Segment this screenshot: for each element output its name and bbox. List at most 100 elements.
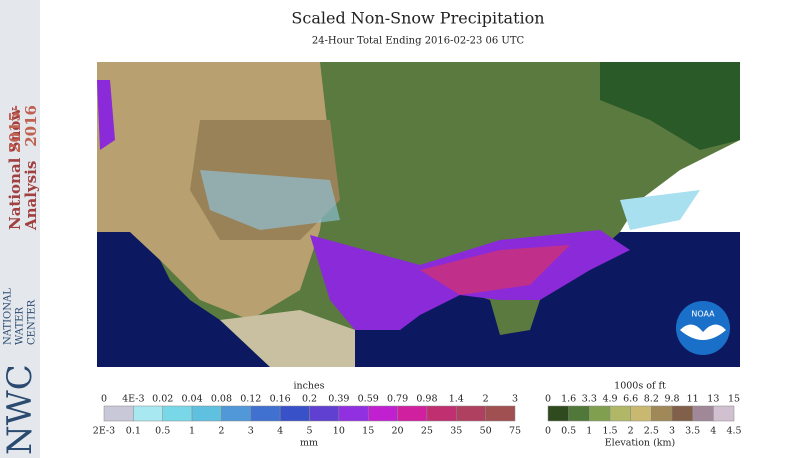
sidebar-org: WATER: [15, 307, 26, 345]
legend-label: 4.9: [602, 394, 617, 405]
precip-heavy: [420, 245, 570, 295]
legend-label: 0.1: [126, 426, 141, 437]
legend-label: 4: [710, 426, 716, 437]
legend-label: 1.5: [602, 426, 617, 437]
legend-swatch: [671, 405, 693, 422]
legend-label: 1: [586, 426, 592, 437]
legend-swatch: [630, 405, 652, 422]
legend-swatch: [279, 405, 310, 422]
legend-label: 3: [512, 394, 518, 405]
legend-label: 4E-3: [122, 394, 144, 405]
legend-label: 4.5: [726, 426, 741, 437]
sidebar-text: Analysis: [22, 161, 40, 231]
legend-swatch: [456, 405, 486, 422]
legend-swatch: [485, 405, 516, 422]
legend-label: 25: [421, 426, 433, 437]
sidebar-title: National Snow: [6, 107, 24, 230]
legend-label: 35: [450, 426, 462, 437]
legend-label: 2E-3: [93, 426, 115, 437]
legend-label: 3.5: [685, 426, 700, 437]
legend-swatch: [250, 405, 281, 422]
legend-label: 2: [483, 394, 489, 405]
mexico: [220, 310, 355, 367]
legend-label: 0: [545, 394, 551, 405]
title: Scaled Non-Snow Precipitation: [291, 9, 544, 28]
legend-label: 0.98: [416, 394, 437, 405]
legend-label: 10: [333, 426, 345, 437]
legend-swatch: [103, 405, 134, 422]
legend-label: 15: [362, 426, 374, 437]
legend-swatch: [547, 405, 569, 422]
sidebar: [0, 0, 40, 458]
legend-label: 13: [707, 394, 719, 405]
legend-swatch: [426, 405, 457, 422]
legend-label: 6.6: [623, 394, 638, 405]
legend-label: 0.12: [240, 394, 261, 405]
precip-west: [97, 80, 115, 150]
legend-label: 0.59: [358, 394, 379, 405]
map: NOAA: [97, 62, 740, 367]
legend-swatch: [162, 405, 193, 422]
legend-label: 0.08: [211, 394, 232, 405]
legend-label: 0.79: [387, 394, 408, 405]
legend-swatch: [133, 405, 163, 422]
legend-label: 0.16: [270, 394, 291, 405]
legend-label: 2: [628, 426, 634, 437]
legend-label: 3: [669, 426, 675, 437]
legend-unit: mm: [300, 438, 318, 449]
legend-swatch: [338, 405, 369, 422]
legend-swatch: [609, 405, 631, 422]
sidebar-org: CENTER: [27, 299, 38, 345]
legend-swatch: [589, 405, 611, 422]
legend-label: 2.5: [644, 426, 659, 437]
legend-label: 2: [218, 426, 224, 437]
legend-label: 15: [728, 394, 740, 405]
legend-swatch: [713, 405, 735, 422]
legend-swatch: [309, 405, 340, 422]
legend-swatch: [191, 405, 222, 422]
precip-light: [200, 170, 340, 230]
legend-label: 20: [392, 426, 404, 437]
noaa-text: NOAA: [691, 310, 715, 319]
precip-light: [620, 190, 700, 230]
legend-label: 0.04: [181, 394, 202, 405]
legend-label: 8.2: [644, 394, 659, 405]
legend-label: 50: [480, 426, 492, 437]
sidebar-year: 2015-: [6, 105, 24, 153]
legend-label: 5: [306, 426, 312, 437]
legend-swatch: [367, 405, 398, 422]
legend-label: 0.02: [152, 394, 173, 405]
canada-east: [600, 62, 740, 150]
sidebar-text: National Snow: [6, 107, 24, 230]
legend-unit: 1000s of ft: [614, 381, 666, 392]
legend-label: 0: [545, 426, 551, 437]
legend-label: 1.6: [561, 394, 576, 405]
legend-label: 0.39: [328, 394, 349, 405]
legend-label: 0.2: [302, 394, 317, 405]
legend-swatch: [651, 405, 673, 422]
legend-label: 0: [101, 394, 107, 405]
legend-label: 0.5: [561, 426, 576, 437]
legend-label: 9.8: [664, 394, 679, 405]
legend-swatch: [568, 405, 590, 422]
sidebar-org: NATIONAL: [3, 288, 14, 345]
legend-label: 3: [248, 426, 254, 437]
legend-swatch: [397, 405, 428, 422]
legend-label: 75: [509, 426, 521, 437]
legend-label: 3.3: [582, 394, 597, 405]
legend-label: 1: [189, 426, 195, 437]
legend-swatch: [221, 405, 252, 422]
sidebar-title: Analysis: [22, 161, 40, 231]
sidebar-logo: NWC: [0, 364, 40, 455]
legend-unit: Elevation (km): [605, 438, 676, 449]
legend-label: 0.5: [155, 426, 170, 437]
legend-label: 11: [687, 394, 699, 405]
sidebar-year: 2016: [22, 105, 40, 147]
legend-label: 4: [277, 426, 283, 437]
noaa-logo: [676, 301, 730, 355]
subtitle: 24-Hour Total Ending 2016-02-23 06 UTC: [312, 36, 525, 47]
noaa-bird: [680, 324, 726, 340]
legend-unit: inches: [293, 381, 324, 392]
legend-swatch: [692, 405, 714, 422]
